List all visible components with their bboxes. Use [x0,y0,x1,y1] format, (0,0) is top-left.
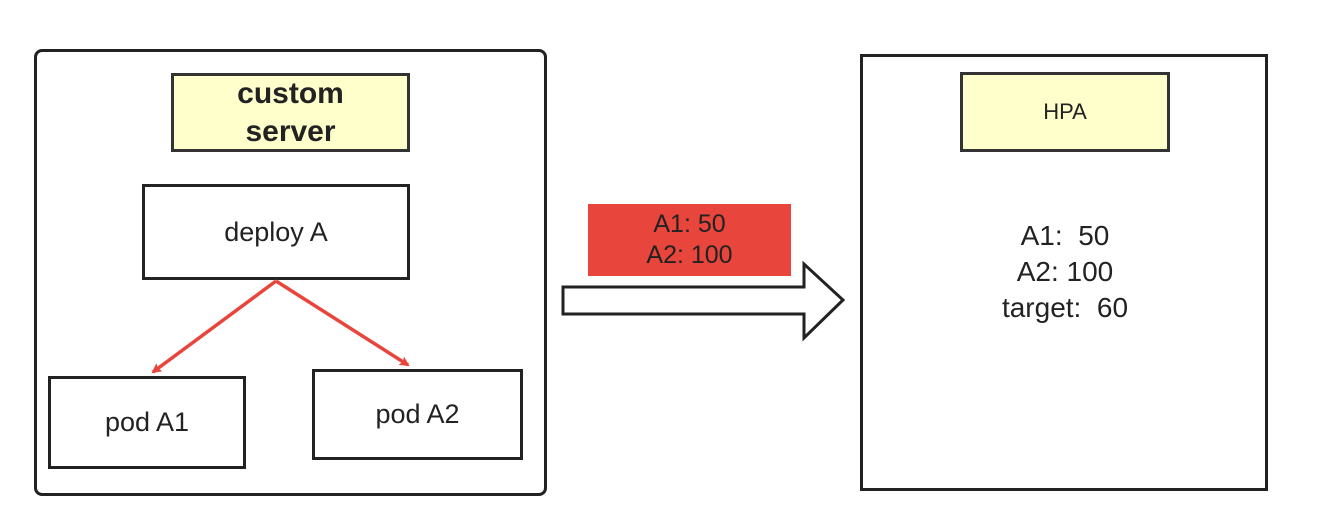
edge-deploy-to-pod-a2 [275,279,410,367]
custom-server-label: custom server [171,73,410,152]
hpa-title-box: HPA [960,72,1170,152]
pod-a2-label: pod A2 [375,399,460,429]
edge-deploy-to-pod-a1 [151,279,278,374]
custom-server-label-line2: server [245,114,336,148]
metrics-flow-arrow-icon [561,260,846,342]
hpa-title: HPA [1043,99,1087,124]
pod-a1-label: pod A1 [104,407,190,437]
hpa-metric-target: target: 60 [1001,292,1129,323]
deployment-node: deploy A [142,184,410,280]
pod-node-a2: pod A2 [312,369,523,460]
badge-metric-a2: A2: 100 [646,241,733,269]
custom-server-label-line1: custom [237,76,344,110]
metrics-badge: A1: 50 A2: 100 [588,204,791,276]
badge-metric-a1: A1: 50 [653,210,726,238]
hpa-metric-a1: A1: 50 [1020,220,1110,251]
pod-node-a1: pod A1 [48,376,246,469]
deployment-label: deploy A [224,216,328,247]
hpa-metrics: A1: 50 A2: 100 target: 60 [960,218,1170,326]
hpa-metric-a2: A2: 100 [1016,256,1114,287]
